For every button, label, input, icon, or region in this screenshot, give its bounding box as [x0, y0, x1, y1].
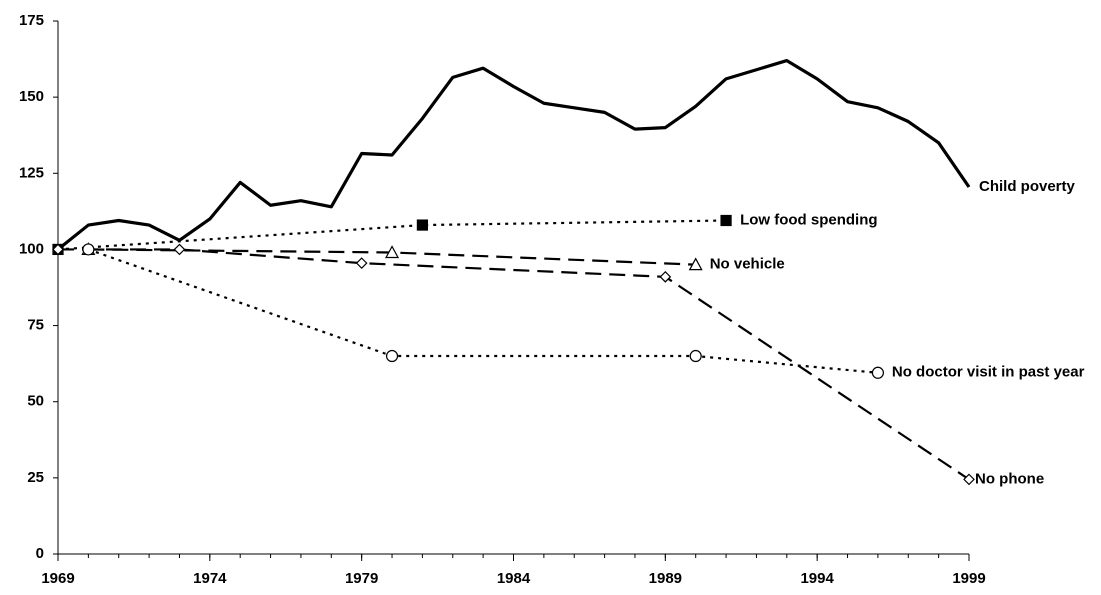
y-tick-label: 25 — [27, 469, 44, 486]
series-label: No doctor visit in past year — [892, 364, 1085, 381]
y-tick-label: 150 — [19, 88, 44, 105]
series-label: Child poverty — [979, 178, 1076, 195]
series-label: No phone — [975, 470, 1044, 487]
x-tick-label: 1974 — [193, 570, 227, 587]
series-label: Low food spending — [740, 211, 877, 228]
y-tick-label: 50 — [27, 393, 44, 410]
marker-circle — [871, 366, 885, 379]
marker-diamond — [52, 243, 64, 256]
y-tick-label: 125 — [19, 164, 44, 181]
marker-circle — [385, 349, 399, 363]
marker-diamond — [355, 257, 368, 269]
marker-diamond — [963, 473, 975, 486]
y-tick-label: 175 — [19, 12, 44, 29]
x-tick-label: 1999 — [952, 570, 985, 587]
marker-diamond — [173, 243, 186, 256]
series-line — [56, 58, 971, 251]
series-label: No vehicle — [710, 256, 785, 273]
marker-circle — [82, 243, 95, 256]
y-tick-label: 0 — [36, 545, 44, 562]
x-tick-label: 1984 — [497, 570, 531, 587]
marker-circle — [689, 349, 702, 363]
marker-square — [720, 214, 732, 227]
marker-diamond — [659, 270, 672, 283]
series-line — [88, 248, 879, 374]
series-line — [57, 219, 727, 251]
marker-triangle — [385, 245, 400, 259]
y-tick-label: 100 — [19, 240, 44, 257]
marker-triangle — [688, 257, 703, 271]
x-tick-label: 1979 — [345, 570, 378, 587]
y-tick-label: 75 — [27, 317, 44, 334]
x-tick-label: 1994 — [800, 570, 834, 587]
marker-square — [416, 219, 428, 231]
series-line — [58, 248, 970, 481]
x-tick-label: 1989 — [649, 570, 682, 587]
x-tick-label: 1969 — [41, 570, 74, 587]
